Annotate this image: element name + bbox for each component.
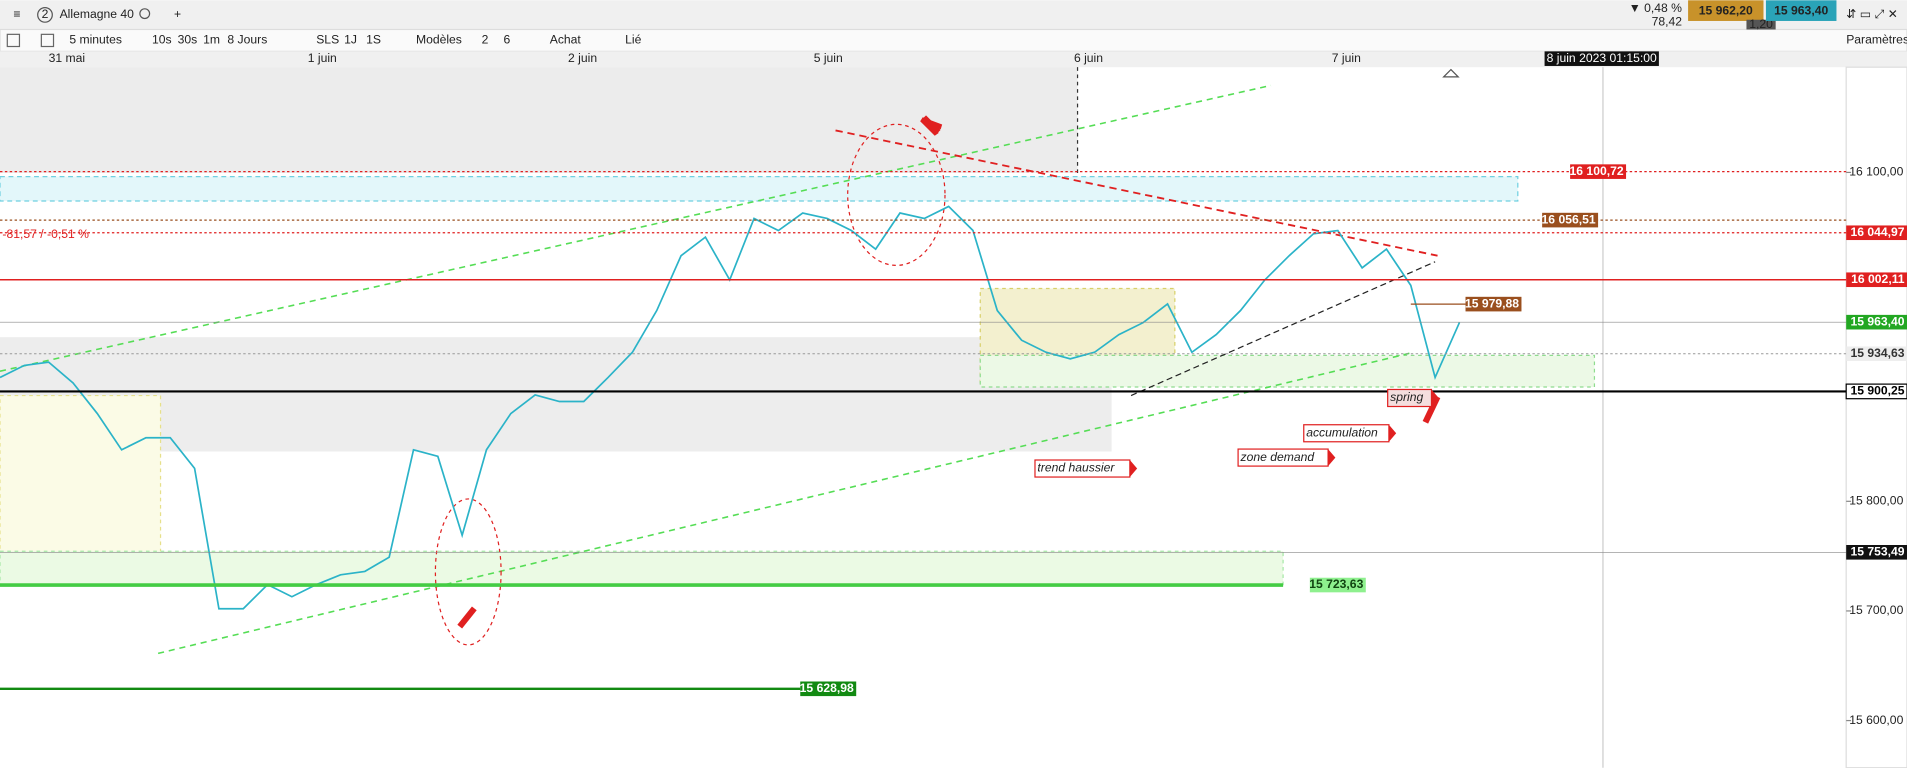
count[interactable]: 6 — [504, 33, 511, 47]
level-label: 15 723,63 — [1309, 577, 1363, 591]
step[interactable]: 1S — [366, 33, 381, 47]
period[interactable]: 1m — [203, 33, 220, 47]
trend-line — [157, 352, 1411, 655]
spread-box — [1746, 19, 1776, 30]
arrow — [457, 606, 477, 629]
arrow — [920, 115, 943, 136]
date-label: 1 juin — [308, 51, 337, 65]
step[interactable]: 1J — [344, 33, 357, 47]
tab-index: 2 — [42, 7, 49, 21]
annotation-flag — [1328, 449, 1336, 467]
level-label: 15 979,88 — [1465, 296, 1519, 310]
annotation-flag — [1431, 389, 1439, 407]
level-label: 15 753,49 — [1850, 545, 1904, 559]
level-label-box — [1846, 272, 1907, 288]
level-label: 15 900,25 — [1850, 384, 1904, 398]
tab-icon — [37, 6, 53, 23]
interval[interactable]: 5 minutes — [69, 33, 122, 47]
y-tick-label: 16 100,00 — [1849, 165, 1903, 179]
level-label-box — [1846, 545, 1907, 560]
annotation: -81,57 / -0,51 % — [2, 227, 89, 241]
zone — [0, 337, 1112, 452]
change-pts: 78,42 — [1652, 14, 1683, 28]
ask-price: 15 963,40 — [1774, 3, 1828, 17]
level-label-box — [1845, 383, 1907, 400]
price-axis — [1845, 66, 1907, 769]
layout-icon[interactable] — [40, 33, 55, 48]
zone — [0, 550, 1284, 586]
annotation: accumulation — [1306, 425, 1378, 439]
level-label-box — [1846, 225, 1907, 241]
crosshair-label: 8 juin 2023 01:15:00 — [1547, 51, 1657, 65]
level-label-box — [1465, 296, 1522, 312]
level-label-box — [1542, 212, 1599, 228]
level-label-box — [800, 681, 857, 697]
zone — [0, 67, 1078, 173]
ask-button[interactable] — [1765, 0, 1837, 21]
annotation: zone demand — [1240, 450, 1316, 464]
count[interactable]: 2 — [482, 33, 489, 47]
window-icons[interactable]: ⇵ ▭ ⤢ ✕ — [1846, 7, 1898, 21]
date-bar — [0, 51, 1907, 68]
period[interactable]: 30s — [178, 33, 198, 47]
highlight — [434, 498, 502, 646]
crosshair-box — [1544, 51, 1659, 66]
layout-icon[interactable] — [6, 33, 21, 48]
models[interactable]: Modèles — [416, 33, 462, 47]
search-icon[interactable] — [139, 8, 151, 20]
plot-area — [0, 67, 1604, 768]
level-label: 16 002,11 — [1851, 272, 1905, 286]
bid-price: 15 962,20 — [1699, 3, 1753, 17]
trend-line — [835, 129, 1438, 257]
period[interactable]: 10s — [152, 33, 172, 47]
linked[interactable]: Lié — [625, 33, 641, 47]
top-bar — [0, 0, 1907, 30]
date-label: 2 juin — [568, 51, 597, 65]
change-pct: ▼ 0,48 % — [1629, 1, 1682, 15]
bid-button[interactable] — [1688, 0, 1764, 21]
date-label: 5 juin — [814, 51, 843, 65]
menu-button[interactable]: ≡ — [13, 7, 20, 21]
level-label: 16 100,72 — [1570, 164, 1624, 178]
annotation: spring — [1390, 390, 1423, 404]
annotation: trend haussier — [1037, 461, 1115, 475]
annotation-flag — [1388, 424, 1397, 442]
trend-line — [0, 84, 1272, 373]
level-label-box — [1846, 314, 1907, 330]
annotation-flag — [1129, 460, 1138, 478]
y-tick-label: 15 700,00 — [1849, 603, 1903, 617]
level-label-box — [1309, 577, 1366, 593]
y-tick-label: 15 800,00 — [1849, 494, 1903, 508]
level-label: 16 044,97 — [1850, 225, 1904, 239]
zone — [979, 354, 1596, 388]
add-tab[interactable]: + — [174, 7, 181, 21]
range[interactable]: 8 Jours — [227, 33, 267, 47]
level-label-box — [1570, 164, 1627, 179]
settings[interactable]: Paramètres — [1846, 33, 1907, 47]
instrument-tab[interactable]: Allemagne 40 — [60, 7, 135, 21]
trend-line — [1130, 261, 1436, 397]
date-label: 6 juin — [1074, 51, 1103, 65]
level-label: 15 934,63 — [1850, 346, 1904, 360]
highlight — [847, 123, 946, 267]
level-label: 15 963,40 — [1850, 314, 1904, 328]
y-tick-label: 15 600,00 — [1849, 713, 1903, 727]
buy[interactable]: Achat — [550, 33, 582, 47]
zone — [0, 394, 162, 579]
date-label: 31 mai — [49, 51, 86, 65]
date-label: 7 juin — [1332, 51, 1361, 65]
zone — [0, 176, 1519, 202]
step[interactable]: SLS — [316, 33, 339, 47]
level-label: 16 056,51 — [1542, 212, 1596, 226]
tool-bar — [0, 28, 1907, 52]
marker — [1442, 68, 1460, 78]
level-label: 15 628,98 — [800, 681, 854, 695]
level-label-box — [1846, 346, 1907, 362]
